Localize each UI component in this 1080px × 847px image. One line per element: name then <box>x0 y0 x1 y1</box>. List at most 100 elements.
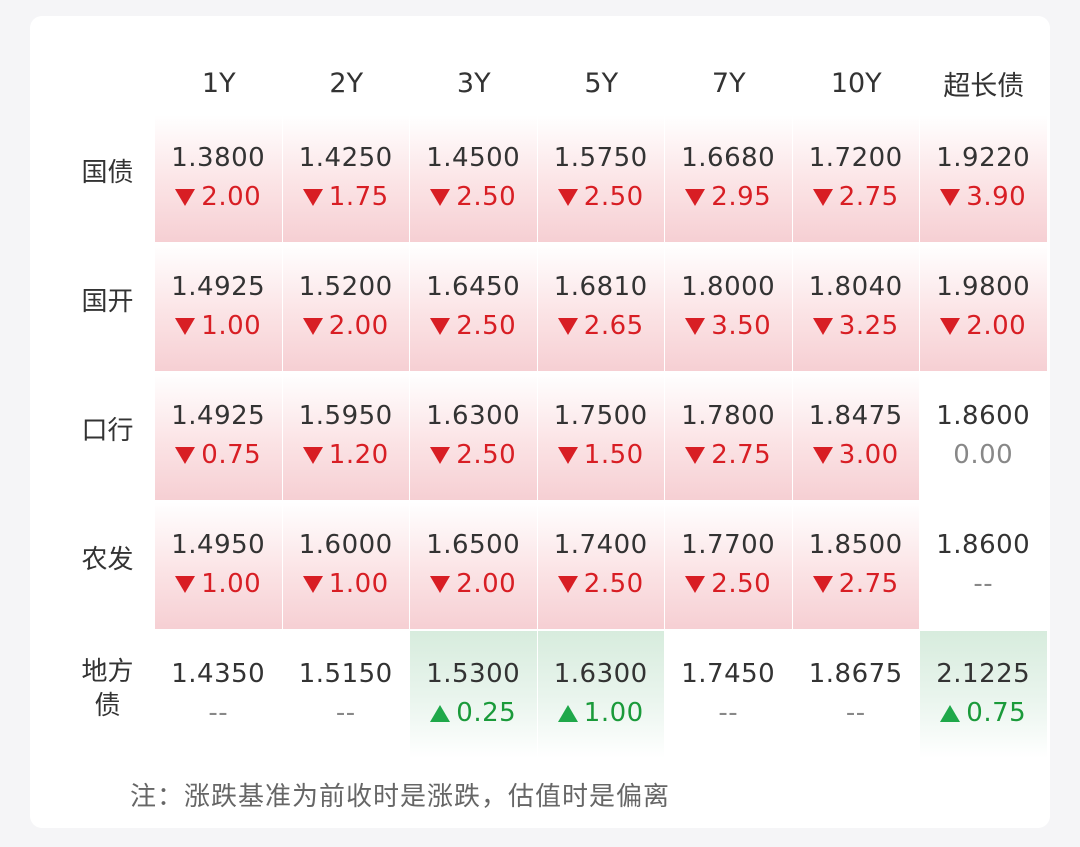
yield-cell[interactable]: 1.6500 2.00 <box>410 502 538 631</box>
change-value: 2.50 <box>456 182 517 212</box>
yield-cell[interactable]: 1.7800 2.75 <box>665 373 793 502</box>
down-triangle-icon <box>812 576 833 593</box>
yield-cell[interactable]: 1.7700 2.50 <box>665 502 793 631</box>
yield-cell[interactable]: 1.4350 -- <box>155 631 283 760</box>
column-header: 超长债 <box>943 71 1025 102</box>
yield-cell[interactable]: 1.4925 0.75 <box>155 373 283 502</box>
yield-value: 1.9800 <box>936 272 1031 302</box>
change-value: 2.75 <box>838 569 899 599</box>
yield-cell[interactable]: 1.5200 2.00 <box>282 244 410 373</box>
yield-cell[interactable]: 1.6450 2.50 <box>410 244 538 373</box>
row-header: 农发 <box>81 544 134 575</box>
yield-value: 1.5150 <box>298 659 393 689</box>
yield-change: 3.00 <box>812 436 899 475</box>
column-header: 10Y <box>830 68 882 99</box>
up-triangle-icon <box>940 705 961 722</box>
yield-cell[interactable]: 1.4250 1.75 <box>282 115 410 244</box>
yield-cell[interactable]: 1.8675 -- <box>792 631 920 760</box>
yield-cell[interactable]: 1.7500 1.50 <box>537 373 665 502</box>
yield-cell[interactable]: 1.6300 2.50 <box>410 373 538 502</box>
yield-cell[interactable]: 1.9800 2.00 <box>920 244 1048 373</box>
yield-value: 1.8500 <box>808 530 903 560</box>
change-value: 3.50 <box>711 311 772 341</box>
yield-change: 1.75 <box>302 178 389 217</box>
yield-change: 1.00 <box>175 307 261 346</box>
yield-cell[interactable]: 1.8475 3.00 <box>792 373 920 502</box>
yield-value: 1.8475 <box>808 401 903 431</box>
yield-value: 1.4925 <box>171 272 266 302</box>
column-header: 2Y <box>329 68 364 99</box>
yield-cell[interactable]: 2.1225 0.75 <box>920 631 1048 760</box>
yield-value: 1.7500 <box>553 401 648 431</box>
yield-cell[interactable]: 1.4950 1.00 <box>155 502 283 631</box>
row-header: 国债 <box>81 157 134 188</box>
change-value: 2.75 <box>838 182 899 212</box>
yield-cell[interactable]: 1.4925 1.00 <box>155 244 283 373</box>
yield-value: 1.5300 <box>426 659 521 689</box>
down-triangle-icon <box>812 189 833 206</box>
bond-yield-table: 1Y 2Y 3Y 5Y 7Y 10Y 超长债 国债 1.3800 2.00 1.4250 1.75 1.… <box>60 52 1048 760</box>
yield-change: -- <box>846 694 866 733</box>
yield-change: 2.65 <box>557 307 644 346</box>
yield-change: 0.75 <box>940 694 1026 733</box>
down-triangle-icon <box>430 447 451 464</box>
change-value: 1.00 <box>328 569 389 599</box>
yield-cell[interactable]: 1.8600 -- <box>920 502 1048 631</box>
yield-change: 1.00 <box>557 694 644 733</box>
down-triangle-icon <box>430 576 451 593</box>
change-value: -- <box>335 698 356 728</box>
yield-value: 1.8600 <box>936 530 1031 560</box>
yield-value: 1.5750 <box>553 143 648 173</box>
down-triangle-icon <box>175 318 196 335</box>
yield-cell[interactable]: 1.9220 3.90 <box>920 115 1048 244</box>
change-value: 2.65 <box>583 311 644 341</box>
yield-value: 1.3800 <box>171 143 266 173</box>
yield-cell[interactable]: 1.7200 2.75 <box>792 115 920 244</box>
yield-value: 1.6000 <box>298 530 393 560</box>
yield-cell[interactable]: 1.3800 2.00 <box>155 115 283 244</box>
yield-cell[interactable]: 1.6680 2.95 <box>665 115 793 244</box>
yield-cell[interactable]: 1.7400 2.50 <box>537 502 665 631</box>
change-value: 0.75 <box>201 440 262 470</box>
yield-cell[interactable]: 1.8000 3.50 <box>665 244 793 373</box>
yield-value: 2.1225 <box>936 659 1031 689</box>
yield-change: 2.50 <box>430 436 516 475</box>
yield-cell[interactable]: 1.5300 0.25 <box>410 631 538 760</box>
yield-cell[interactable]: 1.5950 1.20 <box>282 373 410 502</box>
yield-value: 1.8675 <box>808 659 903 689</box>
column-header: 7Y <box>711 68 746 99</box>
yield-cell[interactable]: 1.5150 -- <box>282 631 410 760</box>
footnote: 注：涨跌基准为前收时是涨跌，估值时是偏离 <box>130 782 671 812</box>
yield-change: 1.00 <box>175 565 261 604</box>
yield-change: -- <box>973 565 993 604</box>
change-value: 0.75 <box>966 698 1027 728</box>
yield-value: 1.7800 <box>681 401 776 431</box>
change-value: 2.50 <box>456 311 517 341</box>
yield-value: 1.6450 <box>426 272 521 302</box>
column-header: 5Y <box>584 68 619 99</box>
down-triangle-icon <box>812 318 833 335</box>
row-header: 国开 <box>81 286 134 317</box>
up-triangle-icon <box>430 705 451 722</box>
yield-cell[interactable]: 1.6000 1.00 <box>282 502 410 631</box>
yield-value: 1.6500 <box>426 530 521 560</box>
yield-cell[interactable]: 1.8500 2.75 <box>792 502 920 631</box>
yield-cell[interactable]: 1.7450 -- <box>665 631 793 760</box>
yield-cell[interactable]: 1.6810 2.65 <box>537 244 665 373</box>
change-value: -- <box>973 569 994 599</box>
yield-change: 2.50 <box>557 178 644 217</box>
yield-cell[interactable]: 1.6300 1.00 <box>537 631 665 760</box>
yield-value: 1.9220 <box>936 143 1031 173</box>
yield-change: 2.00 <box>175 178 261 217</box>
down-triangle-icon <box>175 189 196 206</box>
yield-cell[interactable]: 1.5750 2.50 <box>537 115 665 244</box>
down-triangle-icon <box>302 447 323 464</box>
yield-cell[interactable]: 1.8600 0.00 <box>920 373 1048 502</box>
yield-cell[interactable]: 1.8040 3.25 <box>792 244 920 373</box>
yield-change: 1.20 <box>302 436 389 475</box>
down-triangle-icon <box>940 189 961 206</box>
change-value: 3.90 <box>966 182 1027 212</box>
yield-cell[interactable]: 1.4500 2.50 <box>410 115 538 244</box>
yield-value: 1.8600 <box>936 401 1031 431</box>
yield-value: 1.8000 <box>681 272 776 302</box>
